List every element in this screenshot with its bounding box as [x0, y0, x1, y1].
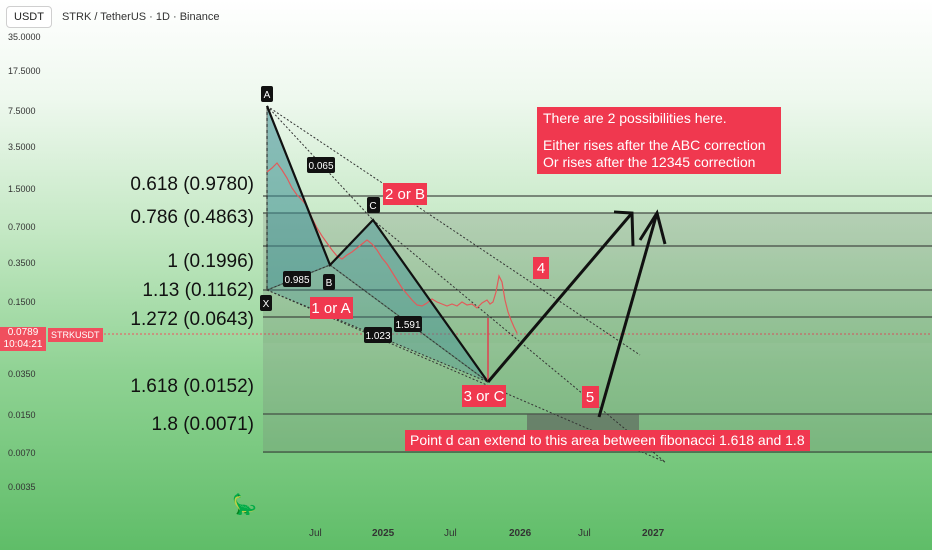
- fib-label-1272: 1.272 (0.0643): [130, 309, 254, 330]
- svg-text:1.591: 1.591: [395, 320, 420, 331]
- svg-text:1 or A: 1 or A: [311, 300, 350, 317]
- fib-label-0618: 0.618 (0.9780): [130, 174, 254, 195]
- tradingview-logo-icon[interactable]: 🦕: [232, 494, 257, 516]
- time-tick: Jul: [309, 528, 322, 539]
- target-zone-box: [527, 414, 639, 434]
- price-tick: 0.0035: [8, 482, 36, 492]
- fib-label-1: 1 (0.1996): [167, 251, 254, 272]
- arrowhead-abc: [613, 210, 635, 247]
- price-tick: 7.5000: [8, 106, 36, 116]
- wave-label-3-or-c: 3 or C: [462, 385, 506, 407]
- price-axis: 35.0000 17.5000 7.5000 3.5000 1.5000 0.7…: [8, 32, 41, 492]
- price-tick: 35.0000: [8, 32, 41, 42]
- svg-text:3 or C: 3 or C: [464, 388, 505, 405]
- ratio-label-0065: 0.065: [307, 157, 335, 173]
- time-tick: 2026: [509, 528, 532, 539]
- ratio-label-0985: 0.985: [283, 271, 311, 287]
- price-tick: 0.1500: [8, 297, 36, 307]
- symbol-title: STRK / TetherUS · 1D · Binance: [61, 11, 220, 23]
- note-line: Either rises after the ABC correction: [543, 137, 766, 153]
- wave-1-2-3: [265, 105, 489, 383]
- fib-label-113: 1.13 (0.1162): [142, 280, 254, 301]
- time-tick: Jul: [444, 528, 457, 539]
- svg-text:1.023: 1.023: [365, 331, 390, 342]
- svg-text:A: A: [264, 90, 271, 101]
- ratio-label-1023: 1.023: [364, 327, 392, 343]
- price-tick: 0.3500: [8, 258, 36, 268]
- ratio-label-1591: 1.591: [394, 316, 422, 332]
- svg-text:X: X: [263, 299, 270, 310]
- svg-text:4: 4: [537, 260, 545, 277]
- price-tick: 0.7000: [8, 222, 36, 232]
- projection-arrow-abc: [486, 212, 634, 383]
- price-tick: 1.5000: [8, 184, 36, 194]
- candle-countdown: 10:04:21: [3, 339, 43, 350]
- svg-text:0.065: 0.065: [308, 161, 333, 172]
- svg-text:C: C: [369, 201, 376, 212]
- projection-arrow-12345: [597, 212, 659, 418]
- wave-label-1-or-a: 1 or A: [310, 297, 353, 319]
- price-tick: 17.5000: [8, 66, 41, 76]
- note-line: Or rises after the 12345 correction: [543, 154, 756, 170]
- currency-button[interactable]: USDT: [6, 6, 52, 28]
- wave-label-4: 4: [533, 257, 549, 279]
- note-line: There are 2 possibilities here.: [543, 110, 727, 126]
- zone-upper: [263, 213, 932, 343]
- current-price: 0.0789: [7, 327, 39, 338]
- svg-text:5: 5: [586, 389, 594, 406]
- fib-lines: [0, 195, 932, 453]
- pattern-point-c: C: [367, 197, 380, 213]
- harmonic-triangle-xab: [266, 105, 331, 291]
- symbol-tag: STRKUSDT: [48, 328, 103, 342]
- price-tick: 0.0350: [8, 369, 36, 379]
- pattern-point-b: B: [323, 274, 335, 290]
- harmonic-shade-xbd: [267, 265, 488, 382]
- svg-text:2 or B: 2 or B: [385, 186, 425, 203]
- fib-label-1618: 1.618 (0.0152): [130, 376, 254, 397]
- fib-label-18: 1.8 (0.0071): [151, 414, 254, 435]
- current-price-tag: 0.0789 10:04:21: [0, 327, 46, 351]
- wave-label-2-or-b: 2 or B: [383, 183, 427, 205]
- point-d-note: Point d can extend to this area between …: [405, 430, 810, 451]
- price-tick: 3.5000: [8, 142, 36, 152]
- price-tick: 0.0070: [8, 448, 36, 458]
- wave-label-5: 5: [582, 386, 599, 408]
- arrowhead-12345: [638, 209, 667, 245]
- chart-header: USDT STRK / TetherUS · 1D · Binance: [6, 6, 219, 28]
- pattern-point-x: X: [260, 295, 272, 311]
- price-tick: 0.0150: [8, 410, 36, 420]
- pattern-point-a: A: [261, 86, 273, 102]
- svg-text:0.985: 0.985: [284, 275, 309, 286]
- time-tick: 2027: [642, 528, 665, 539]
- fib-label-0786: 0.786 (0.4863): [130, 207, 254, 228]
- svg-text:B: B: [326, 278, 333, 289]
- time-tick: Jul: [578, 528, 591, 539]
- time-tick: 2025: [372, 528, 395, 539]
- possibilities-note: There are 2 possibilities here. Either r…: [537, 107, 781, 174]
